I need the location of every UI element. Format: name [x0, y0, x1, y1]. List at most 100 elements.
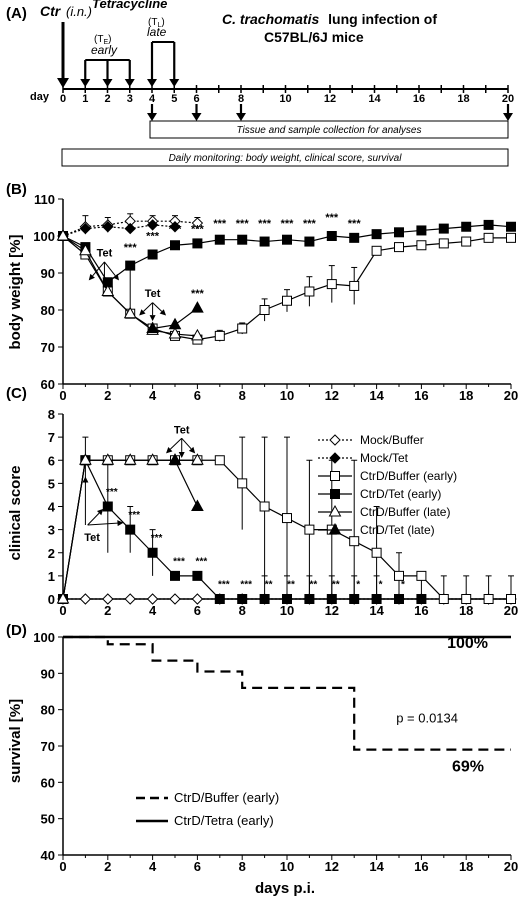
data-point — [237, 478, 248, 489]
data-point — [461, 594, 472, 604]
panel-c-label: (C) — [6, 385, 27, 402]
survival-chart: 0 2 4 6 8 10 12 14 16 18 20 40 50 60 70 80 90 100 100% 69% p… — [33, 630, 518, 874]
collection-arrow-head — [236, 113, 246, 121]
tet-arrow-shaft — [87, 522, 118, 526]
x-tick-label: 16 — [414, 603, 428, 618]
collection-box: Tissue and sample collection for analyse… — [149, 120, 509, 139]
significance-star: *** — [128, 510, 140, 521]
x-tick-label: 20 — [504, 388, 518, 403]
y-tick-label: 90 — [41, 266, 55, 281]
data-point — [168, 327, 182, 339]
data-point — [237, 594, 248, 604]
x-tick-label: 0 — [59, 603, 66, 618]
significance-star: *** — [236, 218, 250, 230]
data-point — [371, 229, 382, 240]
legend-label: CtrD/Buffer (early) — [360, 469, 457, 483]
x-tick-label: 4 — [149, 388, 157, 403]
data-point — [259, 594, 270, 604]
x-tick-label: 8 — [239, 603, 246, 618]
tet-arrow-head — [149, 315, 156, 322]
tet-arrow-head — [117, 520, 124, 527]
legend-label: CtrD/Tet (late) — [360, 523, 435, 537]
p-value-label: p = 0.0134 — [396, 710, 458, 725]
y-tick-label: 5 — [48, 476, 55, 491]
x-tick-label: 16 — [414, 388, 428, 403]
data-point — [56, 591, 70, 604]
survival-curve — [63, 635, 511, 751]
data-point — [438, 594, 449, 604]
y-tick-label: 70 — [41, 340, 55, 355]
ctr-label: Ctr — [40, 3, 62, 19]
data-point — [192, 570, 203, 581]
y-tick-label: 2 — [48, 546, 55, 561]
collection-arrow-head — [147, 113, 157, 121]
survival-bottom-label: 69% — [452, 758, 484, 775]
y-tick-label: 60 — [41, 377, 55, 392]
x-tick-label: 12 — [325, 603, 339, 618]
data-point — [506, 594, 516, 604]
data-point — [146, 593, 159, 605]
data-point — [483, 232, 494, 243]
monitoring-box-text: Daily monitoring: body weight, clinical … — [169, 153, 403, 164]
data-point — [56, 228, 70, 241]
timeline-day-label: 6 — [193, 93, 199, 105]
data-point — [416, 594, 427, 604]
x-tick-label: 4 — [149, 859, 157, 874]
data-point — [506, 221, 516, 232]
data-point — [192, 238, 203, 249]
data-point — [191, 453, 204, 465]
tet-arrow-shaft — [104, 261, 116, 276]
y-tick-label: 8 — [48, 407, 55, 422]
tetracycline-label: Tetracycline — [92, 0, 167, 11]
te-open: (T — [94, 34, 103, 45]
data-point — [79, 222, 92, 235]
x-tick-label: 16 — [414, 859, 428, 874]
data-point — [169, 593, 181, 605]
tet-annotation: Tet — [84, 532, 100, 544]
data-point — [123, 453, 137, 465]
data-point — [329, 452, 341, 464]
te-close: ) — [108, 34, 111, 45]
tet-arrow-head — [112, 273, 119, 281]
tet-annotation: Tet — [97, 247, 113, 259]
data-point — [328, 522, 342, 535]
data-point — [124, 222, 136, 235]
collection-box-text: Tissue and sample collection for analyse… — [236, 125, 421, 136]
y-tick-label: 110 — [34, 192, 55, 207]
data-point — [282, 513, 292, 524]
panel-c: (C) clinical score 0 2 4 6 8 10 12 14 16 18 200123… — [6, 385, 518, 618]
timeline-day-label: 10 — [279, 93, 291, 105]
data-point — [237, 234, 248, 245]
significance-star: *** — [191, 223, 205, 235]
survival-top-label: 100% — [447, 635, 488, 652]
significance-star: *** — [218, 579, 230, 590]
data-point — [125, 524, 136, 535]
data-point — [79, 453, 92, 465]
data-point — [214, 594, 225, 604]
panel-a-label: (A) — [6, 5, 27, 22]
data-point — [79, 243, 92, 256]
te-label: (TE) — [94, 34, 111, 46]
x-tick-label: 4 — [149, 603, 157, 618]
data-point — [169, 221, 181, 233]
data-point — [394, 570, 404, 581]
data-point — [483, 219, 494, 230]
tl-open: (T — [148, 17, 157, 28]
significance-star: *** — [124, 242, 138, 254]
legend: Mock/Buffer Mock/Tet CtrD/Buffer (early) Ct… — [318, 433, 457, 537]
y-tick-label: 90 — [41, 666, 55, 681]
data-point — [259, 501, 270, 512]
x-tick-label: 18 — [459, 859, 473, 874]
panel-d-label: (D) — [6, 622, 27, 639]
data-point — [326, 279, 337, 290]
timeline-day-label: 14 — [368, 93, 381, 105]
significance-star: *** — [191, 288, 205, 300]
data-point — [147, 249, 158, 260]
data-point — [101, 453, 115, 465]
tet-arrow-shaft — [92, 261, 105, 277]
timeline: 0 1 2 3 4 5 6 8 10 12 14 16 18 20 — [57, 22, 514, 121]
x-tick-label: 2 — [104, 859, 111, 874]
infection-arrow-head — [57, 78, 69, 88]
significance-star: * — [401, 579, 405, 590]
